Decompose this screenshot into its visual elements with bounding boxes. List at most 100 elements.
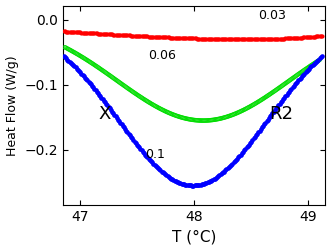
Point (283, 94, 288, 98)
Point (70, 30, 75, 34)
Point (125, 33, 130, 37)
Point (81, 31, 86, 35)
Point (281, 83, 286, 87)
Point (62, 30, 68, 34)
Point (203, 118, 208, 122)
Point (148, 159, 154, 163)
Point (98, 94, 103, 98)
Point (76, 69, 82, 73)
Point (69, 49, 74, 53)
Point (209, 118, 214, 122)
Point (244, 146, 249, 150)
Point (98, 32, 103, 36)
Point (250, 138, 255, 142)
Point (265, 94, 270, 98)
Point (92, 63, 98, 67)
Point (250, 37, 255, 41)
Point (107, 32, 113, 36)
Point (174, 180, 180, 184)
Point (158, 107, 163, 111)
Point (126, 87, 131, 91)
Point (295, 73, 300, 77)
Point (99, 96, 104, 100)
Point (150, 160, 155, 164)
Point (316, 34, 321, 38)
Point (178, 181, 183, 185)
Point (137, 146, 142, 150)
Point (132, 140, 137, 143)
Point (123, 84, 128, 88)
Point (204, 37, 209, 41)
Point (198, 36, 203, 40)
Point (263, 37, 268, 41)
Point (120, 83, 126, 87)
Point (274, 37, 280, 41)
Point (278, 37, 283, 41)
Point (103, 70, 108, 74)
Point (86, 31, 91, 35)
Point (213, 176, 218, 180)
Point (253, 133, 259, 137)
Point (184, 183, 189, 187)
Point (197, 183, 202, 187)
Point (256, 130, 261, 134)
Point (179, 115, 184, 119)
Point (154, 165, 160, 169)
Point (196, 183, 201, 187)
Point (209, 178, 214, 182)
Point (71, 50, 77, 54)
Point (204, 181, 209, 185)
Point (230, 37, 235, 41)
Point (289, 36, 294, 40)
Point (217, 117, 222, 121)
Point (105, 72, 111, 76)
Point (152, 163, 157, 167)
Point (124, 86, 129, 89)
Point (220, 116, 226, 120)
Point (138, 34, 143, 38)
Point (194, 118, 199, 122)
Point (166, 36, 171, 40)
Point (101, 32, 107, 36)
Point (106, 32, 111, 36)
Point (265, 118, 270, 122)
Point (260, 124, 266, 128)
Point (166, 111, 171, 115)
Point (203, 37, 208, 41)
Point (100, 97, 105, 101)
Point (135, 144, 141, 148)
Point (158, 35, 163, 39)
Point (310, 63, 315, 67)
Point (316, 58, 321, 62)
Point (234, 111, 240, 115)
Point (140, 96, 146, 100)
Point (295, 80, 300, 84)
Point (126, 34, 131, 38)
Point (191, 36, 196, 40)
Point (145, 34, 150, 38)
Point (89, 84, 95, 88)
Point (244, 106, 249, 110)
Point (278, 100, 283, 104)
Point (197, 36, 202, 40)
Point (90, 62, 95, 66)
Point (181, 116, 186, 120)
Point (125, 86, 130, 90)
Point (218, 37, 223, 41)
Point (67, 60, 72, 64)
Point (275, 87, 280, 91)
Point (273, 37, 279, 41)
Point (216, 117, 221, 121)
Point (279, 99, 285, 103)
Point (161, 35, 166, 39)
Point (62, 56, 68, 60)
Point (262, 96, 268, 100)
Point (169, 36, 175, 40)
Point (79, 72, 84, 76)
Point (136, 94, 141, 98)
Point (218, 172, 223, 176)
Point (165, 110, 170, 114)
Point (146, 34, 151, 38)
Point (184, 36, 189, 40)
Point (246, 37, 252, 41)
